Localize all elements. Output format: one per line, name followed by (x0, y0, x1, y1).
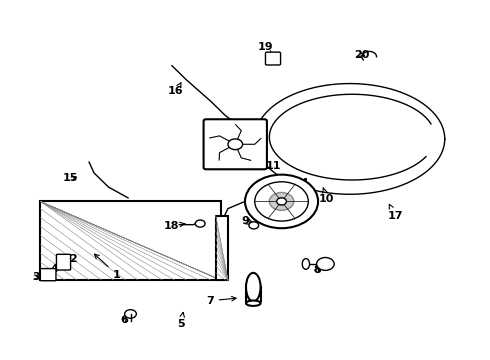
Text: 12: 12 (288, 190, 303, 200)
FancyBboxPatch shape (40, 269, 56, 281)
Text: 2: 2 (63, 254, 77, 264)
Circle shape (228, 139, 243, 150)
Text: 15: 15 (63, 173, 78, 183)
Ellipse shape (246, 273, 261, 301)
Circle shape (124, 310, 136, 318)
Text: 20: 20 (354, 50, 369, 60)
Circle shape (245, 175, 318, 228)
Text: 7: 7 (206, 296, 236, 306)
Text: 16: 16 (168, 83, 184, 96)
Text: 5: 5 (177, 312, 185, 329)
Circle shape (255, 182, 308, 221)
Circle shape (196, 220, 205, 227)
Text: 17: 17 (387, 204, 403, 221)
Text: 3: 3 (33, 272, 40, 282)
FancyBboxPatch shape (203, 119, 267, 169)
Text: 1: 1 (95, 254, 121, 280)
Text: 10: 10 (319, 188, 335, 203)
Circle shape (249, 222, 259, 229)
Text: 11: 11 (248, 148, 281, 171)
FancyBboxPatch shape (56, 254, 71, 270)
Text: 18: 18 (164, 221, 185, 231)
Bar (216, 216, 228, 280)
Ellipse shape (246, 301, 261, 306)
Text: 4: 4 (50, 264, 61, 274)
Text: 13: 13 (275, 203, 291, 213)
Text: 19: 19 (258, 42, 273, 56)
FancyBboxPatch shape (266, 52, 281, 65)
Circle shape (277, 198, 287, 205)
Text: 6: 6 (120, 315, 128, 325)
Circle shape (317, 257, 334, 270)
Text: 8: 8 (313, 265, 321, 275)
Text: 14: 14 (294, 178, 309, 188)
Circle shape (270, 193, 294, 210)
Ellipse shape (302, 258, 310, 269)
Text: 9: 9 (241, 216, 252, 226)
Bar (40, 202, 220, 280)
